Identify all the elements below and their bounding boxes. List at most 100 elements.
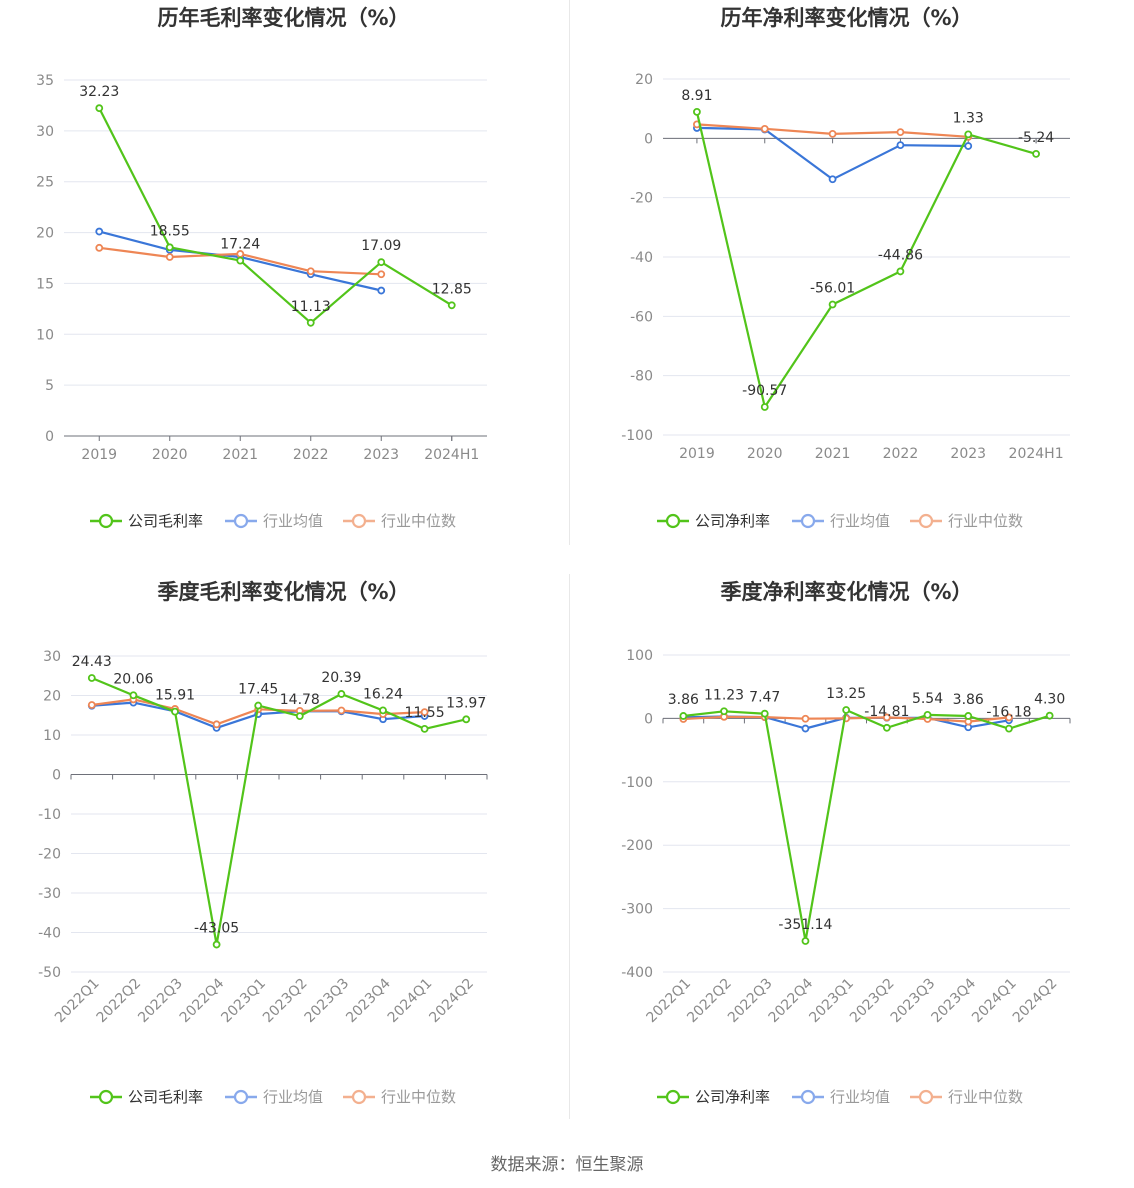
data-label: -44.86	[878, 247, 923, 263]
legend-label: 公司净利率	[695, 512, 770, 530]
data-point	[165, 243, 174, 252]
x-axis-ticks: 2019 2020 2021 2022 2023 2024H1	[679, 138, 1064, 462]
data-label: 12.85	[432, 281, 472, 297]
data-point	[1032, 149, 1040, 158]
quarterly-gross-margin-svg: 季度毛利率变化情况（%） -50 -40 -30 -20 -10 0 10 20 30 2022Q1…	[38, 580, 488, 1106]
series-line	[683, 708, 1051, 943]
data-point	[679, 712, 688, 720]
y-tick-label: 0	[45, 429, 54, 445]
data-point	[212, 940, 221, 949]
vertical-divider-bottom	[569, 574, 570, 1119]
y-tick-label: 100	[626, 648, 653, 664]
y-tick-label: 35	[36, 73, 54, 89]
data-point	[693, 108, 701, 116]
series-company	[679, 706, 1054, 945]
data-label: 8.91	[681, 88, 712, 104]
y-tick-label: -80	[630, 369, 653, 385]
legend: 公司净利率 行业均值 行业中位数	[657, 512, 1023, 530]
legend-marker-icon	[351, 1089, 367, 1105]
y-tick-label: 0	[644, 131, 653, 147]
data-point	[95, 104, 104, 113]
x-tick-label: 2023Q4	[343, 975, 394, 1026]
data-label: 15.91	[155, 688, 195, 704]
data-point	[295, 712, 304, 721]
data-label: 16.24	[363, 686, 403, 702]
x-tick-label: 2022	[883, 446, 919, 462]
series-company	[95, 104, 456, 327]
legend-item: 公司净利率	[657, 512, 770, 530]
data-label: 11.23	[704, 687, 744, 703]
data-point	[377, 286, 386, 295]
legend-item: 公司净利率	[657, 1088, 770, 1106]
legend-marker-icon	[918, 1089, 934, 1105]
data-label: 14.78	[280, 692, 320, 708]
data-label: 13.97	[446, 695, 486, 711]
data-label: -14.81	[864, 704, 909, 720]
data-label: -5.24	[1018, 130, 1054, 146]
x-tick-label: 2023Q2	[847, 976, 898, 1027]
data-point	[882, 723, 891, 732]
y-tick-label: 20	[36, 226, 54, 242]
chart-title: 历年毛利率变化情况（%）	[157, 6, 409, 30]
x-axis-ticks: 2019 2020 2021 2022 2023 2024H1	[81, 436, 479, 463]
legend-label: 行业均值	[263, 512, 323, 530]
y-tick-label: 30	[36, 124, 54, 140]
y-tick-label: 0	[644, 711, 653, 727]
data-label: 24.43	[72, 654, 112, 670]
data-point	[828, 129, 837, 138]
data-point	[923, 710, 932, 719]
data-label: 1.33	[953, 110, 984, 126]
data-point	[882, 713, 891, 722]
x-tick-label: 2024Q1	[969, 976, 1020, 1027]
data-point	[828, 300, 837, 309]
legend-marker-icon	[233, 1089, 249, 1105]
data-point	[171, 707, 179, 716]
legend-label: 公司毛利率	[128, 1088, 203, 1106]
x-tick-label: 2019	[679, 446, 715, 462]
legend: 公司毛利率 行业均值 行业中位数	[90, 1088, 456, 1106]
data-point	[964, 130, 973, 139]
y-tick-label: -400	[621, 965, 653, 981]
data-label: 17.45	[238, 682, 278, 698]
y-tick-label: 20	[43, 689, 61, 705]
data-label: 3.86	[668, 692, 699, 708]
legend-marker-icon	[665, 513, 681, 529]
x-tick-label: 2023Q3	[888, 976, 939, 1027]
legend-item: 公司毛利率	[90, 1088, 203, 1106]
data-point	[95, 243, 104, 252]
x-tick-label: 2024Q1	[385, 976, 436, 1027]
data-label: 32.23	[79, 84, 119, 100]
y-tick-label: 15	[36, 276, 54, 292]
series-line	[695, 111, 1037, 409]
data-label: 20.06	[113, 671, 153, 687]
data-point	[964, 142, 973, 150]
data-point	[165, 253, 174, 261]
x-tick-label: 2021	[815, 446, 851, 462]
data-label: -16.18	[986, 705, 1031, 721]
data-point	[337, 690, 346, 698]
y-tick-label: -300	[621, 902, 653, 918]
data-label: -43.05	[194, 921, 239, 937]
x-axis-ticks: 2022Q12022Q22022Q32022Q42023Q12023Q22023…	[52, 774, 488, 1027]
legend-marker-icon	[351, 513, 367, 529]
chart-title: 季度毛利率变化情况（%）	[157, 580, 409, 604]
x-tick-label: 2024H1	[424, 447, 479, 463]
data-label: 3.86	[953, 692, 984, 708]
legend-item: 行业中位数	[343, 1088, 456, 1106]
x-tick-label: 2022Q2	[684, 976, 735, 1027]
annual-gross-margin-chart: 历年毛利率变化情况（%） 0 5 10 15 20 25 30 35 2019 2020 2021 20…	[0, 0, 567, 574]
legend-marker-icon	[665, 1089, 681, 1105]
legend-label: 行业中位数	[381, 1088, 456, 1106]
legend-label: 行业中位数	[948, 512, 1023, 530]
x-tick-label: 2023	[363, 447, 399, 463]
legend-item: 行业均值	[225, 512, 323, 530]
data-point	[801, 714, 810, 723]
x-tick-label: 2023Q1	[806, 976, 857, 1027]
data-point	[420, 708, 429, 716]
data-point	[896, 267, 905, 276]
x-tick-label: 2020	[152, 447, 188, 463]
legend-label: 行业均值	[263, 1088, 323, 1106]
legend-item: 行业中位数	[343, 512, 456, 530]
y-tick-label: -60	[630, 309, 653, 325]
